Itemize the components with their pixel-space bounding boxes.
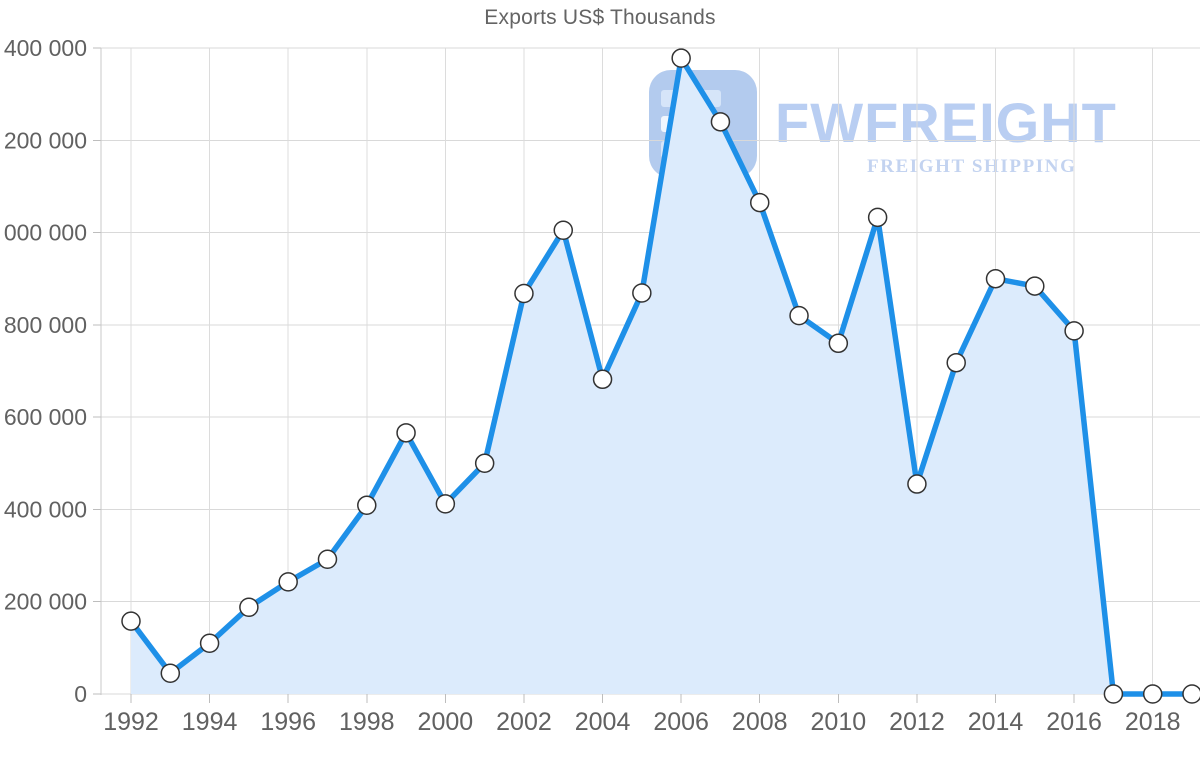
- y-tick-label: 1 400 000: [0, 35, 87, 61]
- y-tick-label: 200 000: [4, 589, 87, 615]
- y-tick-label: 1 000 000: [0, 220, 87, 246]
- data-point-marker[interactable]: [789, 305, 809, 326]
- data-point-marker[interactable]: [1103, 684, 1124, 704]
- data-point-marker[interactable]: [357, 495, 377, 516]
- data-point-marker[interactable]: [867, 207, 888, 228]
- data-point-marker[interactable]: [1182, 684, 1200, 704]
- data-point-marker[interactable]: [828, 333, 849, 354]
- data-point-marker[interactable]: [907, 474, 927, 494]
- y-tick-label: 600 000: [4, 404, 87, 430]
- x-tick-label: 2010: [811, 708, 867, 736]
- x-tick-label: 2018: [1125, 708, 1181, 736]
- x-tick-label: 1996: [260, 708, 316, 736]
- data-point-marker[interactable]: [1025, 276, 1045, 296]
- x-tick-label: 2012: [889, 708, 945, 736]
- y-tick-label: 400 000: [4, 496, 87, 522]
- data-point-markers[interactable]: [121, 48, 1200, 704]
- y-tick-label: 0: [74, 681, 87, 707]
- data-point-marker[interactable]: [239, 597, 259, 617]
- data-point-marker[interactable]: [121, 611, 141, 631]
- data-point-marker[interactable]: [435, 494, 456, 514]
- x-tick-label: 2016: [1046, 708, 1102, 736]
- x-tick-label: 2000: [418, 708, 474, 736]
- chart-title: Exports US$ Thousands: [484, 6, 716, 29]
- area-fill: [131, 58, 1192, 694]
- y-tick-label: 800 000: [4, 312, 87, 338]
- data-point-marker[interactable]: [317, 549, 338, 570]
- x-tick-label: 2008: [732, 708, 788, 736]
- data-point-marker[interactable]: [396, 423, 416, 443]
- data-point-marker[interactable]: [749, 192, 770, 213]
- data-point-marker[interactable]: [671, 48, 691, 68]
- x-tick-label: 1998: [339, 708, 395, 736]
- data-point-marker[interactable]: [1064, 321, 1084, 341]
- data-point-marker[interactable]: [474, 453, 495, 474]
- data-point-marker[interactable]: [985, 268, 1006, 289]
- y-tick-label: 1 200 000: [0, 127, 87, 153]
- x-tick-label: 1992: [103, 708, 159, 736]
- data-point-marker[interactable]: [160, 663, 181, 683]
- data-point-marker[interactable]: [199, 633, 220, 653]
- y-axis-tick-labels: 0 200 000 400 000 600 000 800 000 1 000 000 1 …: [0, 35, 87, 707]
- x-tick-label: 2006: [653, 708, 709, 736]
- data-point-marker[interactable]: [592, 369, 613, 390]
- data-point-marker[interactable]: [632, 283, 652, 303]
- x-axis-tick-labels: 1992 1994 1996 1998 2000 2002 2004 2006 2008 2010…: [103, 708, 1180, 736]
- series-line: [128, 55, 1195, 697]
- data-point-marker[interactable]: [278, 572, 298, 592]
- data-point-marker[interactable]: [514, 283, 534, 304]
- x-tick-label: 2014: [968, 708, 1024, 736]
- x-tick-label: 2004: [575, 708, 631, 736]
- x-tick-label: 2002: [496, 708, 552, 736]
- x-tick-label: 1994: [182, 708, 238, 736]
- data-point-marker[interactable]: [553, 220, 574, 241]
- data-point-marker[interactable]: [1142, 684, 1163, 704]
- data-point-marker[interactable]: [710, 112, 731, 132]
- data-point-marker[interactable]: [946, 352, 966, 373]
